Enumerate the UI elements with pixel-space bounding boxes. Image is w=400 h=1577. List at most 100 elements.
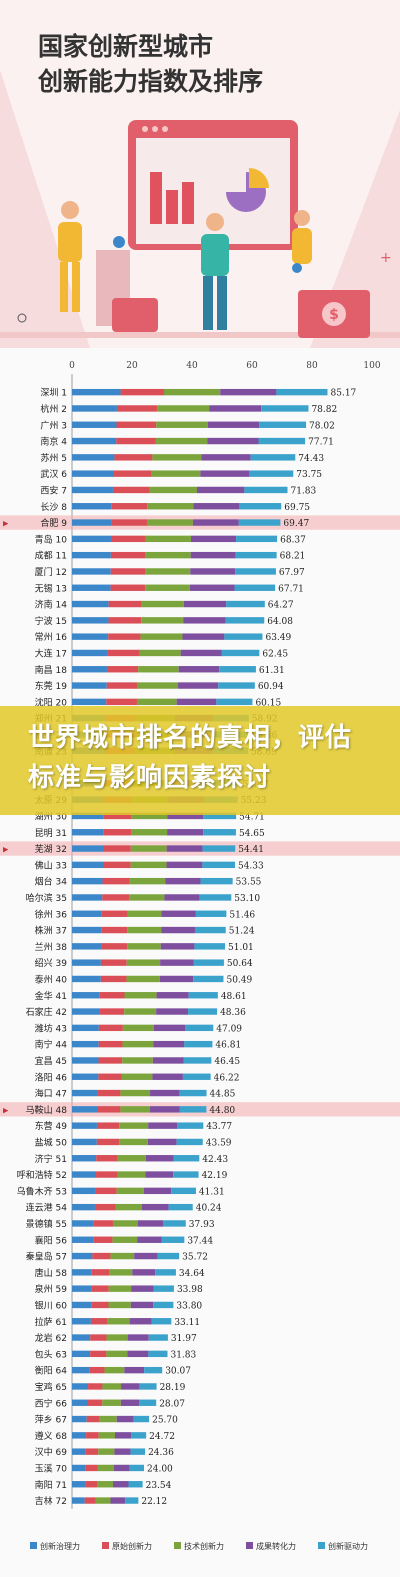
bar-segment (179, 1106, 207, 1113)
value-label: 42.19 (202, 1171, 228, 1181)
bar-segment (110, 1252, 135, 1260)
bar-segment (102, 1399, 121, 1406)
bar-segment (178, 682, 219, 689)
board-pie-slice (249, 168, 269, 188)
value-label: 33.98 (177, 1285, 203, 1295)
city-label: 广州 3 (40, 419, 67, 431)
city-label: 海口 47 (35, 1088, 67, 1100)
city-label: 泰州 40 (35, 973, 68, 985)
bar-segment (85, 1464, 98, 1472)
bar-segment (160, 959, 194, 966)
bar-segment (72, 666, 107, 673)
city-label: 成都 11 (35, 550, 67, 562)
bar-segment (139, 1399, 157, 1406)
city-label: 遵义 68 (35, 1430, 68, 1442)
city-label: 株洲 37 (35, 925, 67, 937)
value-label: 54.65 (239, 829, 265, 839)
bar-segment (72, 1301, 92, 1309)
bar-segment (178, 666, 220, 673)
bar-segment (106, 698, 137, 706)
bar-segment (101, 943, 128, 950)
bar-segment (132, 1269, 156, 1276)
city-label: 杭州 2 (40, 403, 67, 415)
bar-segment (145, 1155, 174, 1162)
bar-segment (99, 992, 125, 999)
city-label: 连云港 54 (26, 1202, 68, 1214)
bar-segment (72, 1481, 86, 1488)
value-label: 46.45 (214, 1057, 240, 1067)
bar-segment (130, 861, 167, 869)
bar-segment (152, 1073, 183, 1080)
bar-segment (72, 437, 117, 445)
bar-segment (131, 812, 168, 820)
bar-segment (194, 926, 226, 934)
bar-segment (218, 682, 255, 689)
bar-segment (108, 600, 142, 608)
bar-segment (250, 454, 296, 461)
value-label: 48.61 (221, 992, 247, 1002)
bar-segment (84, 1497, 96, 1504)
bar-segment (171, 1187, 196, 1195)
bar-segment (72, 1040, 99, 1048)
bar-segment (207, 437, 259, 445)
bar-segment (72, 1220, 94, 1227)
bar-segment (106, 1334, 128, 1341)
bar-segment (153, 1040, 185, 1048)
bar-segment (161, 910, 196, 917)
bar-segment (72, 1448, 86, 1455)
bar-segment (72, 1350, 91, 1358)
bar-segment (97, 1106, 121, 1113)
person-left-body (58, 222, 82, 262)
value-label: 64.08 (267, 617, 293, 627)
bar-segment (72, 1269, 92, 1276)
board-bar (182, 182, 194, 224)
value-label: 54.71 (239, 812, 265, 822)
bar-segment (145, 535, 191, 543)
value-label: 43.77 (206, 1122, 232, 1132)
bar-segment (72, 1464, 86, 1472)
bar-segment (72, 535, 111, 543)
value-label: 47.09 (216, 1024, 242, 1034)
bar-segment (115, 1203, 143, 1211)
bar-segment (120, 1106, 150, 1113)
bar-segment (72, 943, 102, 950)
bar-segment (72, 1318, 91, 1325)
bar-segment (152, 454, 202, 461)
bar-segment (101, 926, 128, 934)
value-label: 78.82 (311, 405, 337, 415)
bar-segment (102, 1383, 122, 1390)
bar-segment (72, 1497, 85, 1504)
bar-segment (203, 829, 236, 836)
highlight-arrow-icon: ▶ (3, 1106, 9, 1114)
bar-segment (127, 910, 162, 917)
bar-segment (276, 388, 328, 396)
bar-segment (72, 1366, 90, 1374)
bar-segment (72, 829, 104, 836)
city-label: 徐州 36 (35, 908, 68, 920)
city-label: 深圳 1 (40, 388, 67, 399)
bar-segment (258, 437, 306, 445)
value-label: 78.02 (309, 421, 335, 431)
value-label: 25.70 (152, 1416, 178, 1426)
bar-segment (103, 845, 131, 852)
board-dot (142, 126, 148, 132)
bar-segment (183, 600, 227, 608)
value-label: 24.72 (149, 1432, 175, 1442)
bar-segment (72, 470, 115, 477)
city-label: 厦门 12 (35, 566, 67, 578)
x-tick-label: 40 (186, 361, 198, 371)
bar-segment (96, 1122, 120, 1129)
highlight-arrow-icon: ▶ (3, 520, 9, 528)
bar-segment (153, 1285, 174, 1292)
x-tick-label: 60 (246, 361, 258, 371)
value-label: 60.94 (258, 682, 284, 692)
bar-segment (226, 600, 265, 608)
bar-segment (188, 992, 218, 999)
city-label: 昆明 31 (35, 828, 67, 839)
bar-segment (225, 617, 265, 624)
bar-segment (153, 1301, 174, 1309)
bar-segment (151, 470, 201, 477)
value-label: 44.85 (210, 1090, 236, 1100)
bar-segment (72, 975, 101, 983)
value-label: 74.43 (298, 454, 324, 464)
